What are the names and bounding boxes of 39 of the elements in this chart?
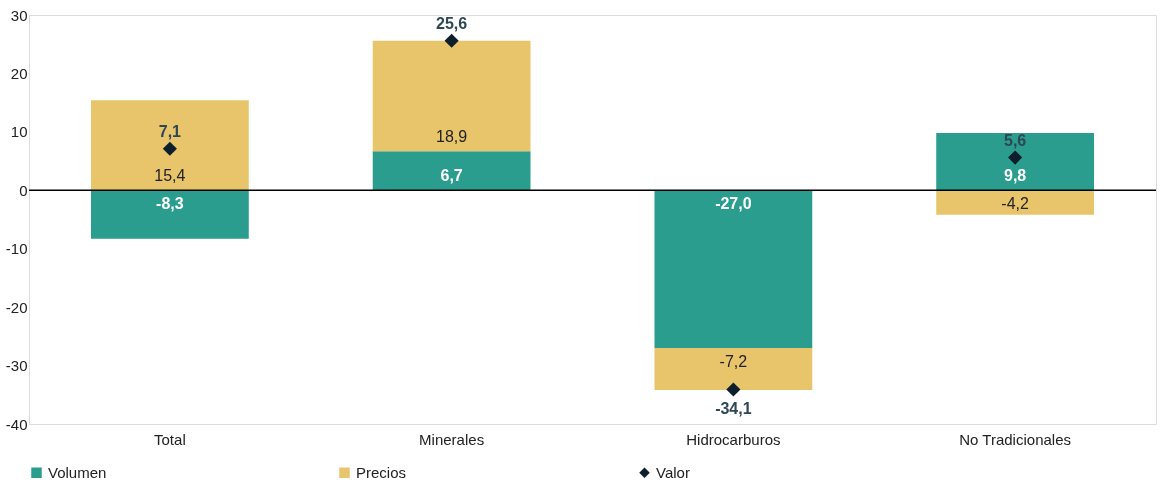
point: [444, 33, 459, 48]
data-label: -4,2: [1001, 195, 1030, 213]
bar: [372, 40, 531, 152]
bar: [90, 100, 249, 191]
x-tick-label: Hidrocarburos: [686, 430, 781, 448]
point: [726, 382, 741, 397]
legend-label: Volumen: [48, 463, 107, 481]
bar: [936, 190, 1095, 215]
x-tick-label: No Tradicionales: [959, 430, 1071, 448]
bar: [654, 348, 813, 391]
y-tick-label: 0: [19, 181, 28, 199]
legend-label: Precios: [356, 463, 407, 481]
y-tick-label: 10: [10, 123, 28, 141]
y-tick-label: -20: [5, 298, 28, 316]
x-tick-label: Total: [154, 430, 186, 448]
bar: [372, 151, 531, 191]
data-label: -34,1: [715, 399, 752, 417]
data-label: 6,7: [440, 167, 463, 185]
y-tick-label: -40: [5, 415, 28, 433]
bar: [654, 190, 813, 349]
y-tick-label: 20: [10, 64, 28, 82]
y-tick-label: -10: [5, 240, 28, 258]
data-label: 15,4: [154, 167, 186, 185]
data-label: 25,6: [436, 14, 468, 32]
data-label: -8,3: [156, 195, 184, 213]
point: [162, 141, 177, 156]
bar: [90, 190, 249, 239]
data-label: -27,0: [715, 195, 752, 213]
bar: [936, 133, 1095, 191]
data-label: 9,8: [1004, 167, 1027, 185]
data-label: 18,9: [436, 128, 468, 146]
legend-label: Valor: [656, 463, 690, 481]
data-label: 5,6: [1004, 131, 1027, 149]
y-tick-label: -30: [5, 357, 28, 375]
y-tick-label: 30: [10, 6, 28, 24]
data-label: -7,2: [719, 353, 748, 371]
x-tick-label: Minerales: [419, 430, 485, 448]
data-label: 7,1: [158, 122, 182, 140]
point: [1008, 150, 1023, 165]
